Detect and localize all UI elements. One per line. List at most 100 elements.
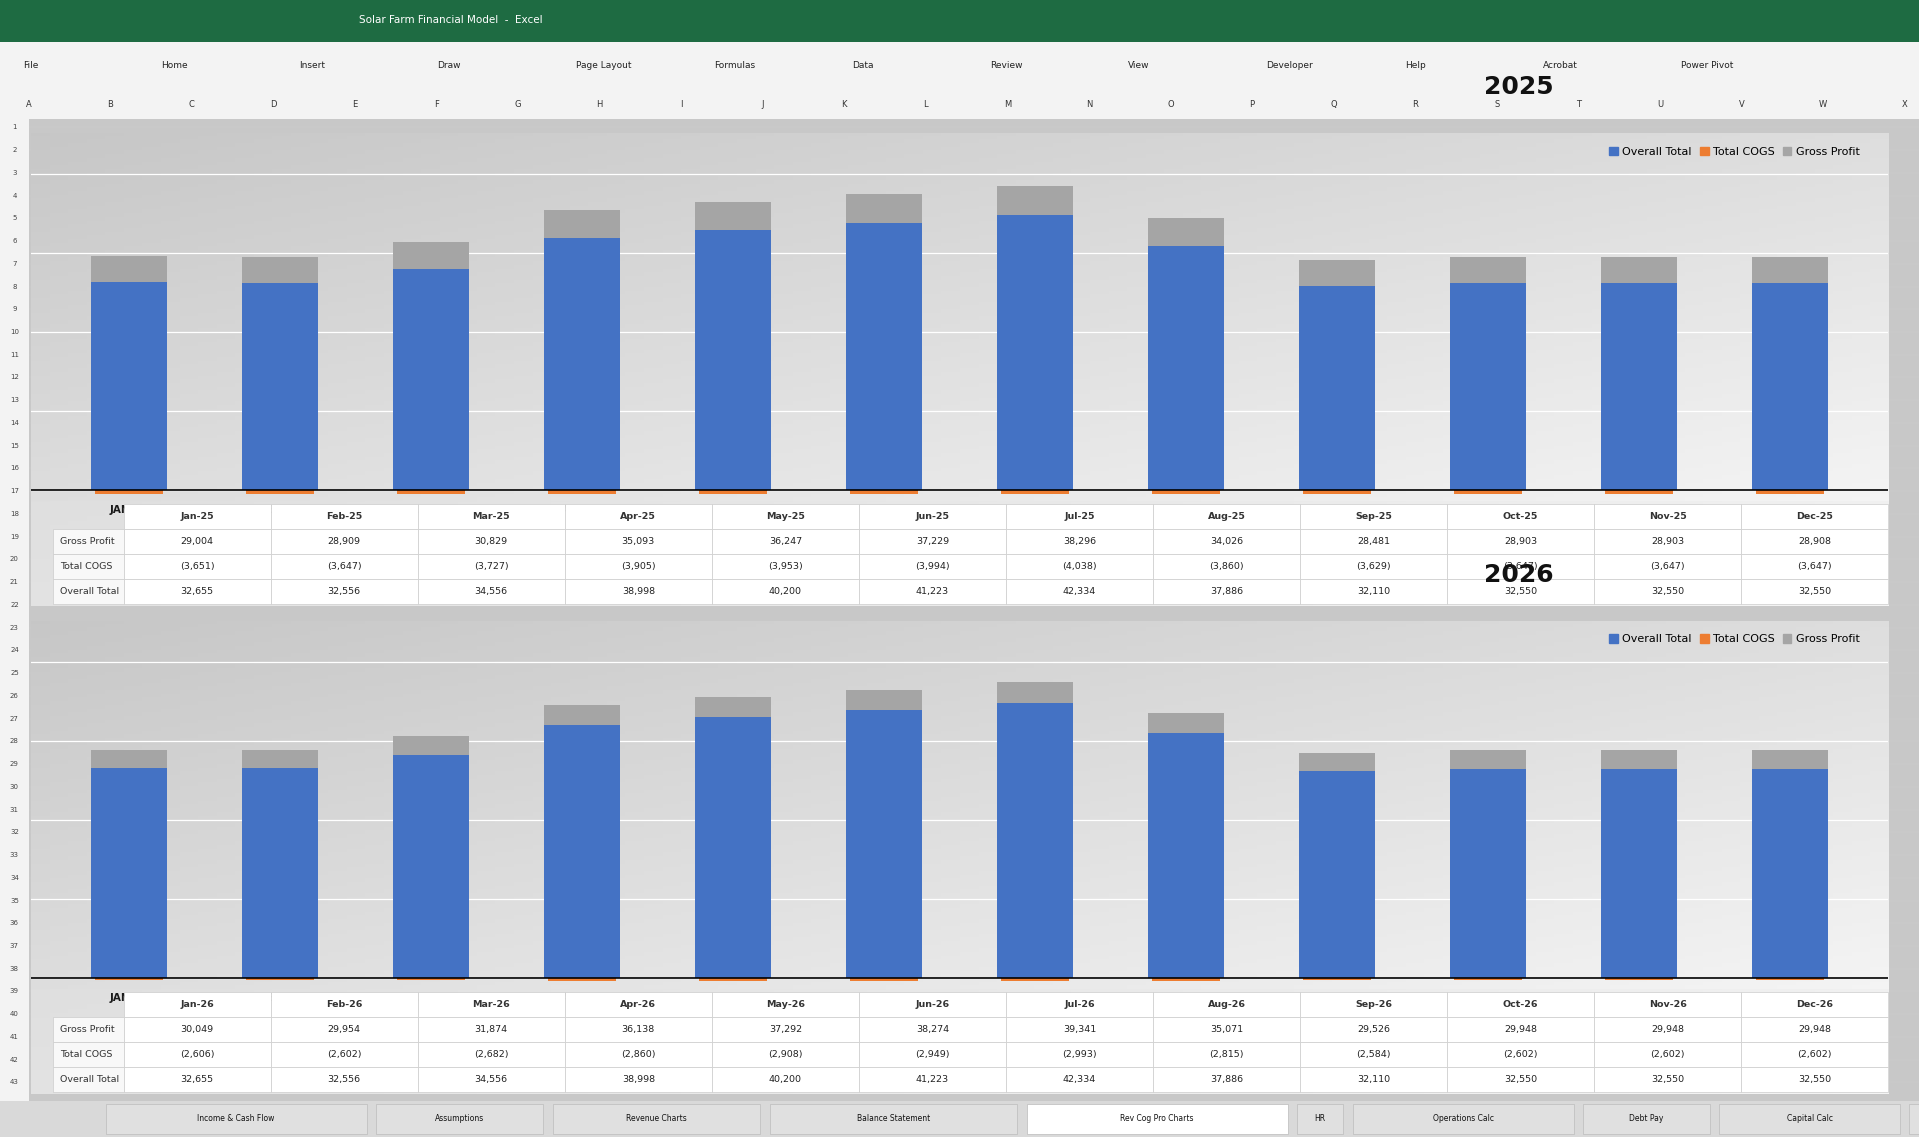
Text: 26: 26 — [10, 692, 19, 699]
Text: 23: 23 — [10, 624, 19, 631]
Text: 37: 37 — [10, 943, 19, 949]
Text: 40: 40 — [10, 1011, 19, 1018]
Bar — [1451, 257, 1526, 490]
Text: Formulas: Formulas — [714, 61, 754, 70]
Text: U: U — [1656, 100, 1664, 108]
Bar — [1299, 754, 1374, 772]
Bar — [1756, 490, 1825, 495]
Text: Rev Cog Pro Charts: Rev Cog Pro Charts — [1121, 1114, 1194, 1123]
Bar — [846, 194, 921, 223]
Bar — [998, 186, 1073, 215]
Bar — [1719, 1104, 1900, 1134]
Text: T: T — [1575, 100, 1581, 108]
Bar — [242, 750, 319, 769]
Bar — [1604, 490, 1673, 495]
Text: W: W — [1819, 100, 1827, 108]
Bar — [90, 256, 167, 282]
Bar — [1583, 1104, 1710, 1134]
Text: H: H — [597, 100, 603, 108]
Bar — [1752, 750, 1829, 978]
Bar — [0, 119, 29, 1101]
Bar — [1303, 978, 1370, 980]
Text: Review: Review — [990, 61, 1023, 70]
Text: 38: 38 — [10, 965, 19, 972]
Text: L: L — [923, 100, 929, 108]
Bar — [1752, 750, 1829, 769]
Text: Capital Calc: Capital Calc — [1787, 1114, 1833, 1123]
Text: B: B — [107, 100, 113, 108]
Text: 8: 8 — [12, 283, 17, 290]
Text: 2026: 2026 — [1483, 563, 1554, 587]
Text: 13: 13 — [10, 397, 19, 404]
Bar — [699, 978, 768, 981]
Bar — [246, 978, 315, 980]
Bar — [90, 256, 167, 490]
Text: I: I — [679, 100, 683, 108]
Text: 6: 6 — [12, 238, 17, 244]
Bar — [1752, 257, 1829, 283]
Bar — [94, 978, 163, 980]
Bar — [850, 490, 917, 495]
Bar — [1600, 750, 1677, 978]
Text: HR: HR — [1315, 1114, 1326, 1123]
Text: 12: 12 — [10, 374, 19, 381]
Bar — [1600, 257, 1677, 283]
Text: Draw: Draw — [438, 61, 461, 70]
Text: O: O — [1167, 100, 1174, 108]
Bar — [1600, 257, 1677, 490]
Bar — [0, 1101, 1919, 1137]
Text: Debt Pay: Debt Pay — [1629, 1114, 1664, 1123]
Bar — [1002, 490, 1069, 495]
Text: 5: 5 — [12, 215, 17, 222]
Text: 17: 17 — [10, 488, 19, 495]
Text: Balance Statement: Balance Statement — [856, 1114, 931, 1123]
Text: 31: 31 — [10, 806, 19, 813]
Text: Revenue Charts: Revenue Charts — [626, 1114, 687, 1123]
Text: 1: 1 — [12, 124, 17, 131]
Bar — [549, 978, 616, 980]
Text: 11: 11 — [10, 351, 19, 358]
Bar — [1297, 1104, 1343, 1134]
Text: J: J — [762, 100, 764, 108]
Bar — [1600, 750, 1677, 769]
Text: E: E — [353, 100, 357, 108]
Text: A: A — [27, 100, 31, 108]
Text: X: X — [1902, 100, 1907, 108]
Text: Developer: Developer — [1267, 61, 1313, 70]
Text: 20: 20 — [10, 556, 19, 563]
Bar — [545, 210, 620, 239]
Text: Home: Home — [161, 61, 188, 70]
Bar — [90, 749, 167, 767]
Text: 28: 28 — [10, 738, 19, 745]
Text: 27: 27 — [10, 715, 19, 722]
Bar — [397, 978, 464, 980]
Text: 36: 36 — [10, 920, 19, 927]
Bar — [695, 201, 771, 230]
Bar — [1151, 978, 1220, 980]
Bar — [1451, 750, 1526, 769]
Bar — [1299, 260, 1374, 490]
Legend: Overall Total, Total COGS, Gross Profit: Overall Total, Total COGS, Gross Profit — [1604, 630, 1863, 649]
Text: Q: Q — [1330, 100, 1338, 108]
Bar — [376, 1104, 543, 1134]
Bar — [553, 1104, 760, 1134]
Bar — [397, 490, 464, 495]
Legend: Overall Total, Total COGS, Gross Profit: Overall Total, Total COGS, Gross Profit — [1604, 142, 1863, 161]
Bar — [90, 749, 167, 978]
Bar — [1909, 1104, 1919, 1134]
Text: Solar Farm Financial Model  -  Excel: Solar Farm Financial Model - Excel — [359, 16, 543, 25]
Bar — [846, 690, 921, 978]
Bar — [1752, 257, 1829, 490]
Text: 43: 43 — [10, 1079, 19, 1086]
Bar — [850, 978, 917, 981]
Text: 24: 24 — [10, 647, 19, 654]
Text: 42: 42 — [10, 1056, 19, 1063]
Bar — [545, 210, 620, 490]
Bar — [1148, 218, 1224, 490]
Bar — [1455, 490, 1522, 495]
Text: K: K — [842, 100, 846, 108]
Bar — [1148, 713, 1224, 978]
Bar — [393, 737, 468, 755]
Text: S: S — [1495, 100, 1499, 108]
Text: 4: 4 — [12, 192, 17, 199]
